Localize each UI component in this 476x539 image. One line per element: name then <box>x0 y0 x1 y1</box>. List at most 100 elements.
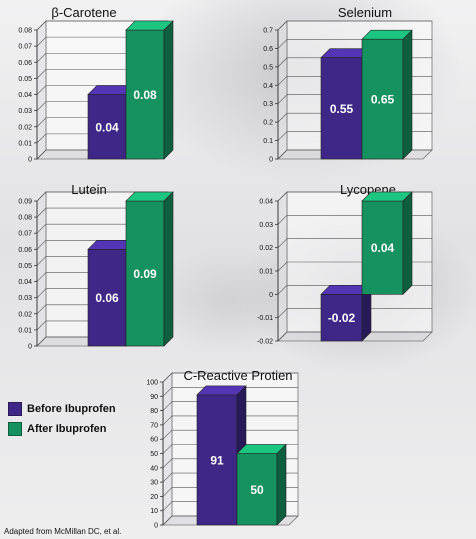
legend-item-after: After Ibuprofen <box>8 422 116 436</box>
gridline <box>162 429 298 440</box>
chart-title: β-Carotene <box>51 5 116 20</box>
chart-4: -0.02-0.0100.010.020.030.04Lycopene-0.02… <box>257 182 433 346</box>
bar-value-label: 0.08 <box>133 88 157 102</box>
y-tick-label: 0.01 <box>18 327 32 334</box>
gridline <box>277 20 432 31</box>
y-tick-label: 0.06 <box>18 60 32 67</box>
plot-side-wall <box>36 191 47 347</box>
bar-top <box>236 444 287 454</box>
gridline <box>162 372 298 383</box>
y-tick-label: 0.07 <box>18 44 32 51</box>
bar-after <box>361 29 413 160</box>
y-tick-label: 20 <box>150 494 158 501</box>
y-tick-label: 0.03 <box>18 108 32 115</box>
legend-swatch-before <box>8 402 22 416</box>
bar-value-label: 0.04 <box>95 120 119 134</box>
bar-value-label: 0.06 <box>95 291 119 305</box>
legend-swatch-after <box>8 422 22 436</box>
bar-front <box>320 294 363 342</box>
gridline <box>277 308 432 318</box>
legend-label-after: After Ibuprofen <box>27 423 107 435</box>
y-tick-label: 0.7 <box>263 28 273 35</box>
y-tick-label: 0.06 <box>18 247 32 254</box>
bar-front <box>125 200 165 347</box>
y-tick-label: 80 <box>150 408 158 415</box>
y-tick-label: 0.04 <box>259 199 273 206</box>
y-tick-label: 70 <box>150 422 158 429</box>
legend: Before Ibuprofen After Ibuprofen <box>8 402 116 442</box>
y-tick-label: 0.02 <box>259 245 273 252</box>
chart-2: 0 0.1 0.2 0.3 0.4 0.5 0.6 0.7 Selenium 0.55 0.65 <box>263 5 433 164</box>
bar-side <box>402 29 413 160</box>
gridline <box>277 331 432 342</box>
bar-value-label: 0.65 <box>371 93 395 107</box>
y-tick-label: 50 <box>150 451 158 458</box>
y-tick-label: 0 <box>269 157 273 164</box>
y-tick-label: 0.09 <box>18 199 32 206</box>
bar-top <box>361 191 413 202</box>
y-tick-label: 0.08 <box>18 28 32 35</box>
y-tick-label: -0.01 <box>257 315 273 322</box>
bar-top <box>361 29 413 40</box>
bar-value-label: 50 <box>250 483 264 497</box>
y-tick-label: 100 <box>146 380 158 387</box>
bar-after <box>125 20 174 160</box>
y-tick-label: 0.6 <box>263 46 273 53</box>
bar-front <box>125 29 165 160</box>
chart-5: 0 10 20 30 40 50 60 70 80 90 100 C-Reactive Protien… <box>146 368 299 530</box>
y-tick-label: 0.01 <box>18 140 32 147</box>
bar-top <box>196 385 247 396</box>
chart-title: C-Reactive Protien <box>183 368 292 383</box>
bar-side <box>163 20 174 160</box>
y-tick-label: 90 <box>150 394 158 401</box>
bar-value-label: 91 <box>210 453 224 467</box>
bar-front <box>87 249 127 347</box>
y-tick-label: 0.02 <box>18 311 32 318</box>
chart-1: 0 0.01 0.02 0.03 0.04 0.05 0.06 0.07 0.08 β-Carot… <box>18 5 174 164</box>
y-tick-label: 0.03 <box>18 295 32 302</box>
y-tick-label: -0.02 <box>257 339 273 346</box>
bar-value-label: 0.55 <box>330 102 354 116</box>
bar-front <box>361 38 404 160</box>
y-tick-label: 0.07 <box>18 231 32 238</box>
y-tick-label: 10 <box>150 508 158 515</box>
y-tick-label: 0.01 <box>259 269 273 276</box>
bar-side <box>402 191 413 296</box>
bar-side <box>276 443 287 526</box>
y-tick-label: 0.08 <box>18 215 32 222</box>
bar-before <box>320 284 372 342</box>
bar-after <box>236 443 287 526</box>
y-tick-label: 0.4 <box>263 83 273 90</box>
bar-value-label: 0.04 <box>371 241 395 255</box>
y-tick-label: 0.03 <box>259 222 273 229</box>
bar-top <box>125 20 174 31</box>
y-tick-label: 0.1 <box>263 138 273 145</box>
bar-after <box>125 191 174 347</box>
y-tick-label: 0.05 <box>18 263 32 270</box>
y-tick-label: 0.05 <box>18 76 32 83</box>
y-tick-label: 60 <box>150 437 158 444</box>
gridline <box>162 401 298 411</box>
y-tick-label: 0.02 <box>18 124 32 131</box>
plot-side-wall <box>277 20 288 160</box>
bar-top <box>125 191 174 202</box>
bar-front <box>196 394 238 526</box>
chart-title: Lutein <box>71 182 106 197</box>
y-tick-label: 0 <box>269 292 273 299</box>
y-tick-label: 0 <box>154 523 158 530</box>
bar-value-label: 0.09 <box>133 267 157 281</box>
gridline <box>162 386 298 397</box>
legend-item-before: Before Ibuprofen <box>8 402 116 416</box>
y-tick-label: 40 <box>150 465 158 472</box>
bar-value-label: -0.02 <box>328 311 356 325</box>
gridline <box>36 191 168 202</box>
bar-front <box>361 200 404 295</box>
gridline <box>36 20 168 31</box>
bar-side <box>163 191 174 347</box>
chart-title: Selenium <box>338 5 392 20</box>
gridline <box>162 415 298 426</box>
y-tick-label: 0 <box>28 157 32 164</box>
y-tick-label: 0.3 <box>263 101 273 108</box>
y-tick-label: 30 <box>150 480 158 487</box>
